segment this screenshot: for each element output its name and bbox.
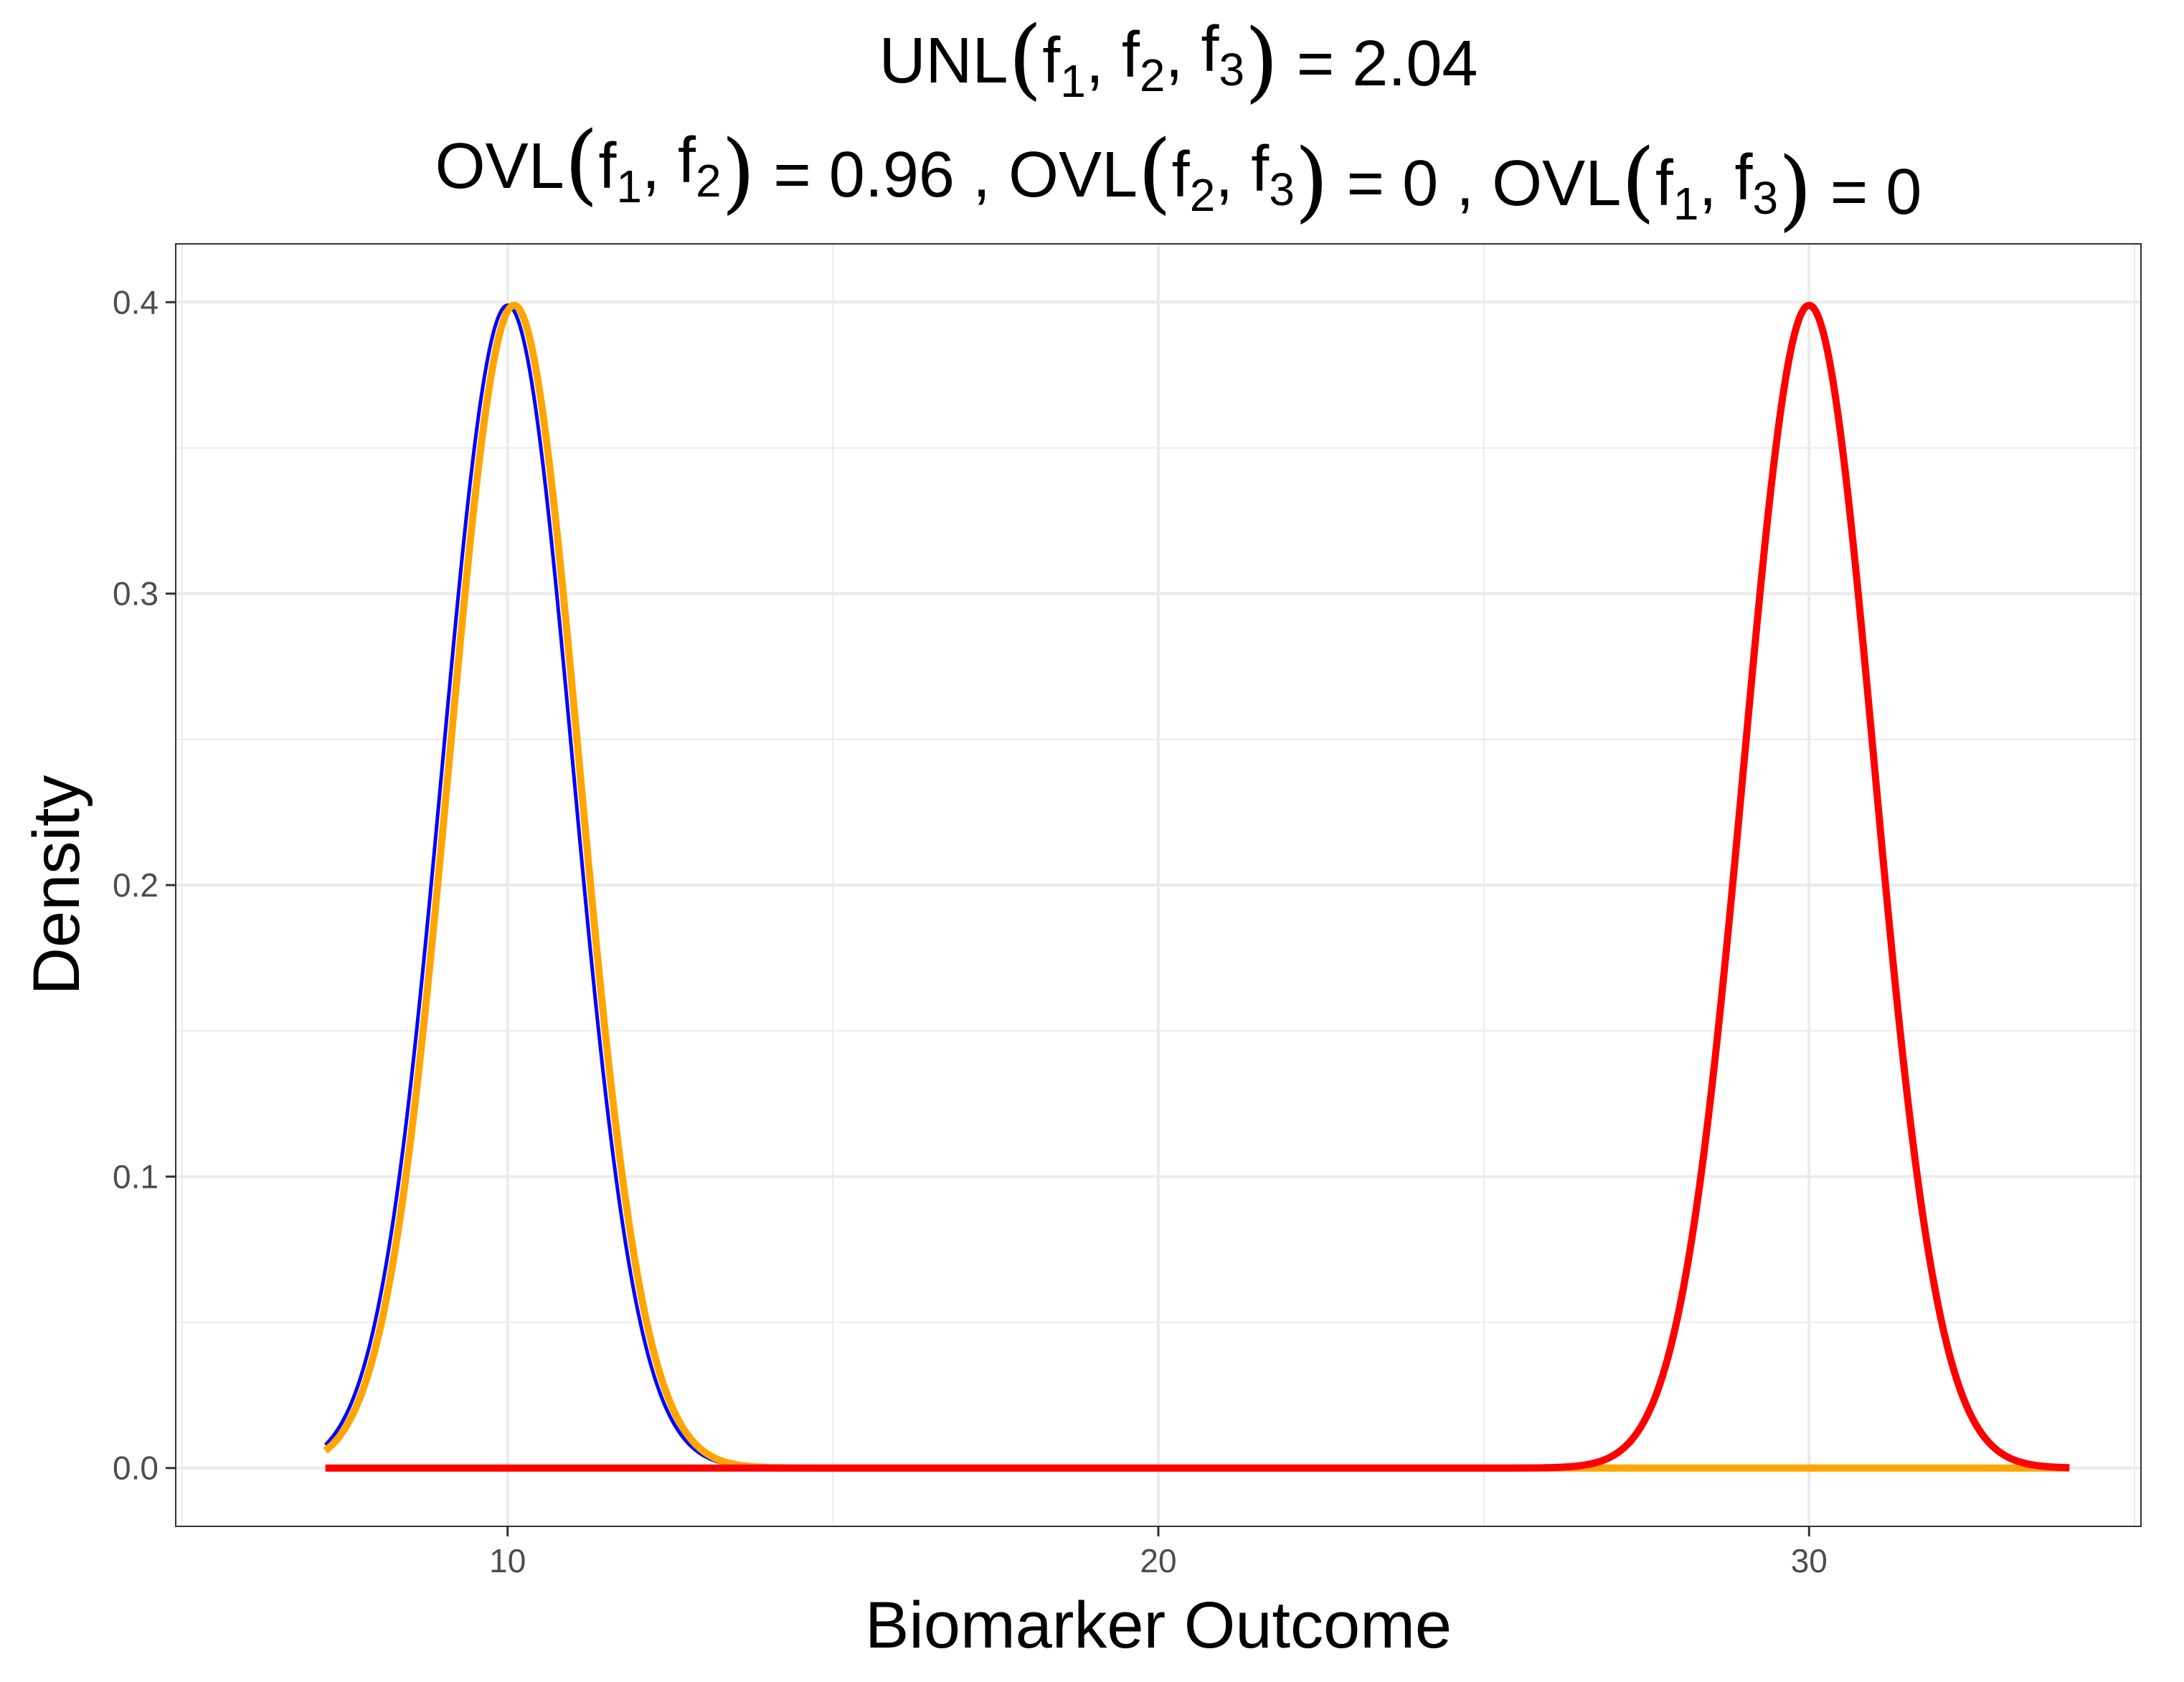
x-tick-label: 10 [489,1542,526,1579]
y-tick-label: 0.0 [113,1450,159,1487]
x-tick-label: 30 [1791,1542,1828,1579]
title-line-1: UNL(f1, f2, f3) = 2.04 [879,7,1478,112]
density-curves [323,301,2072,1472]
y-axis-title: Density [20,775,93,996]
title-line-2: OVL(f1, f2) = 0.96 , OVL(f2, f3) = 0 , O… [435,113,1922,240]
x-tick-label: 20 [1140,1542,1176,1579]
density-curve-3 [323,301,2072,1472]
y-tick-label: 0.2 [113,866,159,904]
x-axis: 10 20 30 [489,1526,1828,1579]
x-axis-title: Biomarker Outcome [865,1589,1452,1662]
y-tick-label: 0.3 [113,575,159,613]
grid-lines [176,244,2141,1526]
y-tick-label: 0.1 [113,1158,159,1195]
y-axis: 0.0 0.1 0.2 0.3 0.4 [113,283,176,1487]
y-tick-label: 0.4 [113,283,159,321]
